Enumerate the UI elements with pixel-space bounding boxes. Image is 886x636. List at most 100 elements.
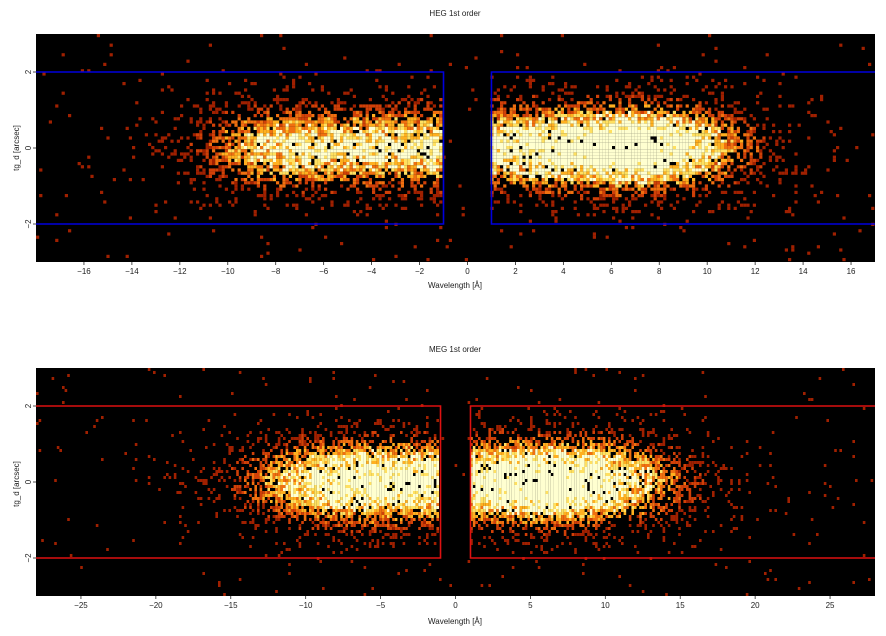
heg-count-cell	[429, 120, 433, 124]
heg-count-cell	[692, 146, 696, 150]
heg-count-cell	[532, 229, 536, 233]
heg-count-cell	[730, 117, 734, 121]
heg-count-cell	[653, 114, 657, 118]
heg-count-cell	[541, 130, 545, 134]
heg-count-cell	[432, 104, 436, 108]
heg-count-cell	[692, 136, 696, 140]
heg-count-cell	[404, 133, 408, 137]
heg-count-cell	[564, 133, 568, 137]
heg-count-cell	[423, 123, 427, 127]
heg-count-cell	[404, 136, 408, 140]
heg-count-cell	[279, 142, 283, 146]
heg-count-cell	[672, 149, 676, 153]
heg-count-cell	[416, 197, 420, 201]
heg-count-cell	[260, 120, 264, 124]
heg-count-cell	[173, 117, 177, 121]
heg-count-cell	[263, 190, 267, 194]
meg-count-cell	[270, 464, 273, 467]
heg-count-cell	[605, 120, 609, 124]
heg-count-cell	[256, 126, 260, 130]
heg-count-cell	[666, 152, 670, 156]
heg-count-cell	[378, 123, 382, 127]
heg-count-cell	[644, 155, 648, 159]
heg-count-cell	[778, 171, 782, 175]
heg-count-cell	[218, 165, 222, 169]
heg-count-cell	[439, 98, 443, 102]
meg-count-cell	[275, 476, 278, 479]
heg-count-cell	[276, 158, 280, 162]
heg-count-cell	[378, 165, 382, 169]
heg-count-cell	[631, 120, 635, 124]
heg-count-cell	[237, 126, 241, 130]
heg-count-cell	[189, 120, 193, 124]
heg-count-cell	[304, 149, 308, 153]
meg-count-cell	[254, 476, 257, 479]
heg-count-cell	[221, 110, 225, 114]
heg-count-cell	[548, 149, 552, 153]
heg-count-cell	[218, 203, 222, 207]
heg-count-cell	[368, 104, 372, 108]
heg-count-cell	[439, 152, 443, 156]
heg-count-cell	[228, 158, 232, 162]
heg-count-cell	[608, 184, 612, 188]
heg-count-cell	[596, 120, 600, 124]
meg-count-cell	[236, 509, 239, 512]
heg-count-cell	[439, 149, 443, 153]
heg-count-cell	[503, 165, 507, 169]
heg-count-cell	[695, 117, 699, 121]
heg-count-cell	[263, 187, 267, 191]
heg-count-cell	[394, 174, 398, 178]
heg-count-cell	[295, 104, 299, 108]
meg-count-cell	[319, 512, 322, 515]
meg-count-cell	[293, 479, 296, 482]
heg-count-cell	[368, 206, 372, 210]
meg-count-cell	[233, 488, 237, 491]
heg-count-cell	[311, 152, 315, 156]
heg-count-cell	[208, 107, 212, 111]
heg-count-cell	[397, 174, 401, 178]
heg-count-cell	[653, 184, 657, 188]
heg-count-cell	[586, 158, 590, 162]
heg-count-cell	[298, 126, 302, 130]
heg-count-cell	[384, 219, 388, 223]
heg-count-cell	[212, 110, 216, 114]
heg-count-cell	[839, 248, 843, 252]
heg-count-cell	[295, 184, 299, 188]
heg-count-cell	[666, 146, 670, 150]
heg-count-cell	[749, 162, 753, 166]
heg-count-cell	[727, 174, 731, 178]
heg-count-cell	[605, 130, 609, 134]
heg-count-cell	[560, 117, 564, 121]
heg-x-tick-label: 0	[465, 267, 470, 276]
heg-count-cell	[208, 203, 212, 207]
heg-count-cell	[308, 155, 312, 159]
heg-count-cell	[400, 98, 404, 102]
heg-count-cell	[650, 213, 654, 217]
meg-count-cell	[241, 536, 244, 539]
heg-count-cell	[746, 174, 750, 178]
heg-count-cell	[548, 171, 552, 175]
heg-count-cell	[423, 174, 427, 178]
heg-count-cell	[512, 171, 516, 175]
heg-count-cell	[554, 152, 558, 156]
meg-count-cell	[329, 464, 333, 467]
heg-count-cell	[522, 123, 526, 127]
heg-count-cell	[576, 123, 580, 127]
meg-count-cell	[275, 527, 278, 530]
meg-count-cell	[329, 449, 333, 452]
meg-count-cell	[270, 476, 273, 479]
heg-count-cell	[512, 162, 516, 166]
meg-count-cell	[298, 488, 302, 491]
heg-count-cell	[551, 146, 555, 150]
heg-count-cell	[509, 245, 513, 249]
heg-count-cell	[420, 184, 424, 188]
heg-count-cell	[679, 165, 683, 169]
heg-count-cell	[461, 213, 465, 217]
heg-count-cell	[727, 126, 731, 130]
meg-count-cell	[132, 539, 135, 542]
heg-count-cell	[532, 181, 536, 185]
heg-count-cell	[189, 155, 193, 159]
heg-count-cell	[375, 117, 379, 121]
meg-count-cell	[324, 455, 328, 458]
heg-count-cell	[592, 206, 596, 210]
